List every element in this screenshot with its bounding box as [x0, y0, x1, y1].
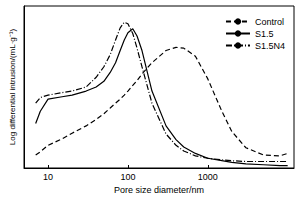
svg-text:Control: Control — [255, 17, 284, 27]
svg-text:10: 10 — [43, 172, 53, 182]
svg-text:Log differential intrusion/(mL: Log differential intrusion/(mL·g⁻¹) — [8, 29, 17, 146]
svg-text:Pore size diameter/nm: Pore size diameter/nm — [114, 185, 204, 195]
svg-text:1000: 1000 — [198, 172, 218, 182]
svg-text:S1.5: S1.5 — [255, 29, 274, 39]
svg-text:S1.5N4: S1.5N4 — [255, 41, 285, 51]
svg-text:100: 100 — [120, 172, 135, 182]
